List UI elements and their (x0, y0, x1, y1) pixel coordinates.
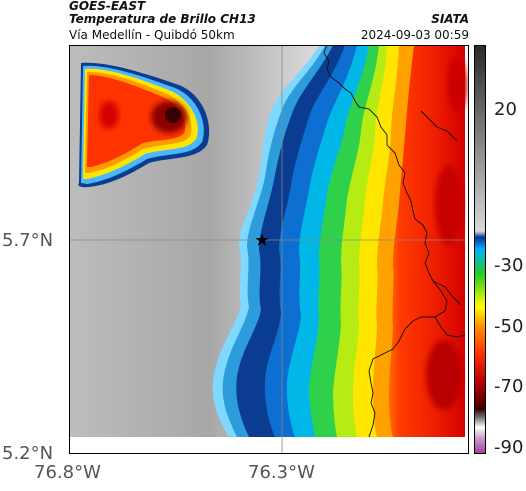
colorbar (474, 45, 486, 454)
colorbar-tick-20: 20 (494, 99, 517, 120)
no-data-edge (465, 45, 469, 454)
convective-band (212, 45, 467, 437)
colorbar-tick-minus-50: -50 (494, 316, 524, 337)
satellite-name: GOES-EAST (69, 0, 146, 13)
lat-tick-5-2: 5.2°N (2, 443, 54, 464)
route-label: Vía Medellín - Quibdó 50km (69, 28, 235, 42)
lon-tick-76-8: 76.8°W (34, 462, 101, 483)
colorbar-tick-minus-90: -90 (494, 437, 524, 458)
admin-boundaries (323, 45, 466, 438)
organization-label: SIATA (431, 12, 469, 26)
timestamp-label: 2024-09-03 00:59 (360, 28, 469, 42)
location-marker-star (255, 233, 269, 246)
product-title: Temperatura de Brillo CH13 (69, 12, 256, 26)
colorbar-tick-minus-70: -70 (494, 376, 524, 397)
map-frame (69, 45, 469, 454)
lon-tick-76-3: 76.3°W (248, 462, 315, 483)
no-data-strip (69, 437, 469, 454)
brightness-temperature-map (69, 45, 469, 454)
crosshair (69, 45, 465, 454)
lat-tick-5-7: 5.7°N (2, 230, 54, 251)
colorbar-tick-minus-30: -30 (494, 255, 524, 276)
storm-cell-nw (78, 62, 210, 188)
